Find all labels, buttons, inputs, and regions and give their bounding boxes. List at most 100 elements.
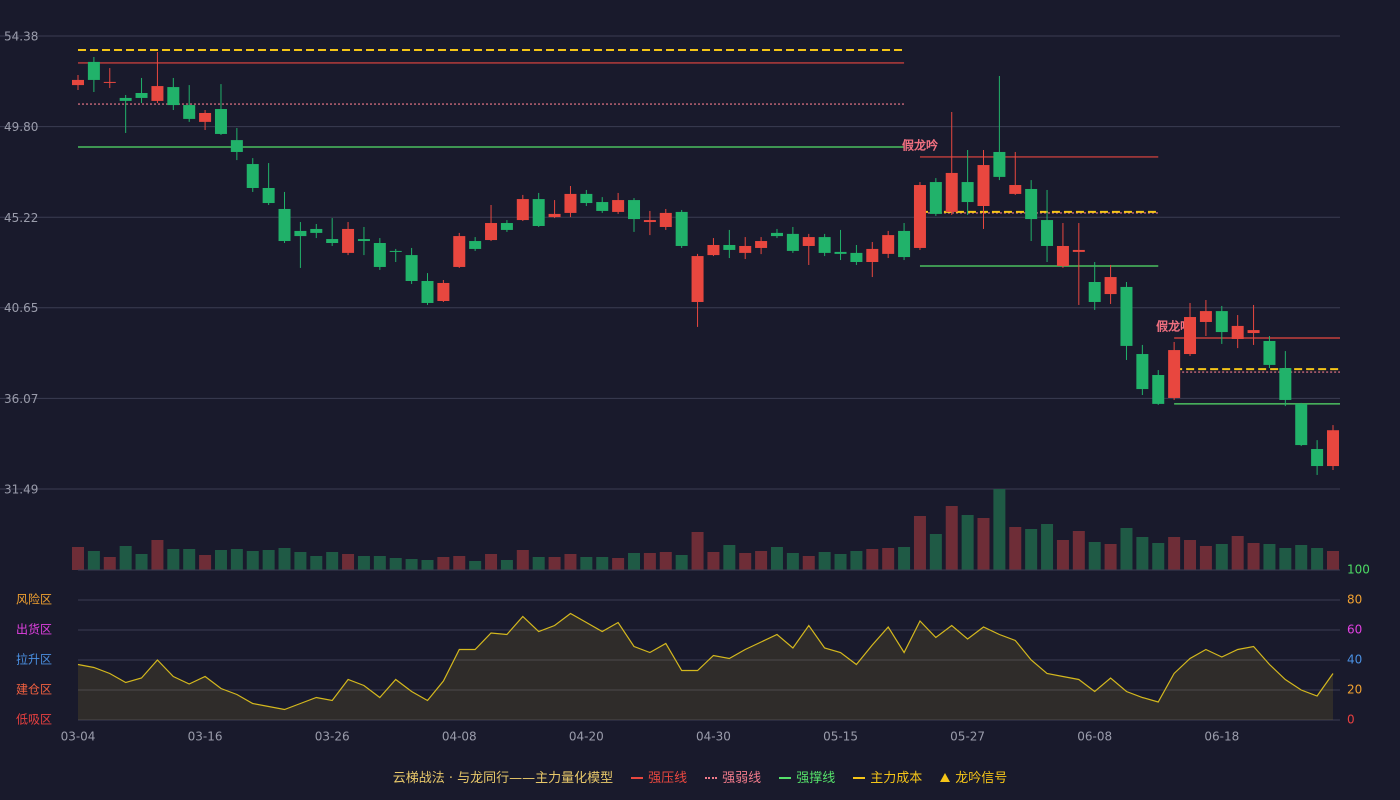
candle-body [898, 230, 911, 258]
volume-bar [246, 551, 259, 570]
candle-body [977, 165, 990, 206]
legend-icon [631, 777, 644, 779]
x-tick-label: 03-16 [188, 730, 223, 744]
volume-bar [1231, 536, 1244, 570]
legend-label: 主力成本 [870, 770, 923, 786]
volume-bar [1088, 542, 1101, 570]
volume-bar [834, 554, 847, 570]
volume-bar [739, 553, 752, 570]
volume-bar [1041, 524, 1054, 570]
volume-bar [87, 551, 100, 570]
candle-body [326, 239, 339, 244]
candle-body [262, 187, 275, 204]
candle-body [103, 81, 116, 83]
y2-tick-label: 100 [1347, 563, 1370, 577]
y2-tick-label: 20 [1347, 683, 1362, 697]
volume-bar [1199, 546, 1212, 570]
candle-body [278, 208, 291, 242]
candle-body [913, 185, 926, 248]
candle-body [628, 200, 641, 220]
candle-body [882, 235, 895, 254]
candle-body [453, 236, 466, 267]
volume-bar [723, 545, 736, 570]
volume-bar [1168, 537, 1181, 570]
indicator-area [78, 613, 1333, 720]
volume-bar [151, 540, 164, 570]
volume-bar [500, 560, 513, 570]
volume-bar [707, 552, 720, 570]
volume-bar [262, 550, 275, 570]
candle-body [1088, 281, 1101, 302]
volume-bar [326, 552, 339, 570]
volume-bar [199, 555, 212, 570]
volume-bar [612, 558, 625, 570]
candle-body [1152, 375, 1165, 404]
indicator-line [77, 612, 1334, 711]
candle-body [643, 220, 656, 223]
volume-bar [310, 556, 323, 570]
signal-label: 假龙吟 [902, 137, 938, 152]
legend-icon [779, 777, 792, 779]
volume-bar [866, 549, 879, 570]
signal-label: 假龙吟 [1156, 319, 1192, 334]
zone-label: 风险区 [16, 592, 52, 607]
candle-body [1009, 185, 1022, 194]
candle-body [659, 212, 672, 227]
volume-bar [1104, 544, 1117, 570]
candle-body [532, 199, 545, 226]
candle-body [183, 105, 196, 119]
candle-body [230, 140, 243, 152]
x-tick-label: 05-15 [823, 730, 858, 744]
chart: 54.3849.8045.2240.6536.0731.49假龙吟假龙吟1008… [0, 30, 1370, 744]
legend-item: 强弱线 [705, 767, 761, 786]
candle-body [342, 228, 355, 253]
zone-label: 拉升区 [16, 652, 52, 667]
candle-body [421, 281, 434, 303]
candle-body [1136, 354, 1149, 390]
volume-bar [770, 547, 783, 570]
volume-bar [294, 552, 307, 570]
candle-body [1120, 286, 1133, 346]
volume-bar [548, 557, 561, 570]
candle-body [1231, 325, 1244, 339]
volume-bar [1120, 528, 1133, 570]
candle-body [1056, 245, 1069, 266]
candle-body [485, 223, 498, 241]
candle-body [1279, 368, 1292, 400]
candle-body [87, 61, 100, 80]
legend-icon [705, 777, 718, 779]
candle-body [500, 223, 513, 230]
candle-body [373, 243, 386, 267]
candle-body [1295, 403, 1308, 446]
y-tick-label: 36.07 [4, 392, 38, 406]
volume-bar [437, 557, 450, 570]
volume-bar [453, 556, 466, 570]
legend-item: 主力成本 [853, 767, 922, 786]
candle-body [802, 237, 815, 246]
legend-label: 强弱线 [722, 770, 762, 786]
x-tick-label: 06-08 [1077, 730, 1112, 744]
candle-body [151, 86, 164, 101]
volume-bar [580, 557, 593, 570]
candle-body [580, 193, 593, 204]
volume-bar [882, 548, 895, 570]
volume-bar [691, 532, 704, 570]
volume-bar [596, 557, 609, 570]
volume-bar [818, 552, 831, 570]
volume-bar [469, 561, 482, 570]
candle-body [1025, 188, 1038, 220]
candle-body [310, 228, 323, 233]
volume-bar [1025, 529, 1038, 570]
legend: 云梯战法 · 与龙同行——主力量化模型 强压线 强弱线 强撑线 主力成本 龙吟信号 [0, 766, 1400, 786]
candle-body [691, 256, 704, 302]
volume-bar [183, 549, 196, 570]
y2-tick-label: 60 [1347, 623, 1362, 637]
x-tick-label: 06-18 [1204, 730, 1239, 744]
y-tick-label: 40.65 [4, 301, 38, 315]
candle-body [548, 213, 561, 218]
y-tick-label: 45.22 [4, 211, 38, 225]
volume-bar [532, 557, 545, 570]
candle-body [961, 182, 974, 203]
legend-title: 云梯战法 · 与龙同行——主力量化模型 [392, 770, 614, 786]
